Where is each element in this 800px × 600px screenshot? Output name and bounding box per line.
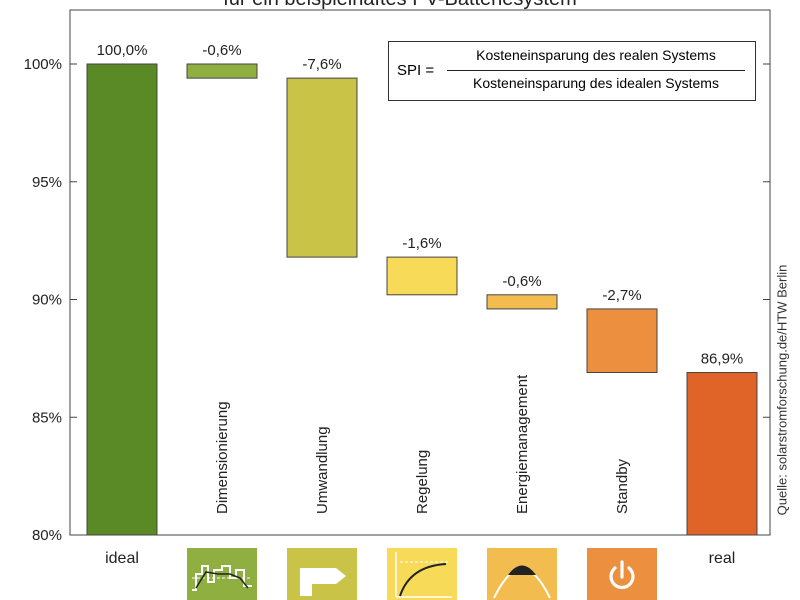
power-standby-icon (587, 548, 657, 600)
icon-background (387, 548, 457, 600)
bar-umwandlung (286, 77, 358, 258)
battery-fill (508, 565, 536, 575)
source-text: Quelle: solarstromforschung.de/HTW Berli… (774, 264, 790, 516)
arrow-shape (300, 568, 346, 596)
y-tick-label: 90% (32, 292, 62, 309)
bar-standby (586, 308, 658, 374)
bar-real (686, 372, 758, 536)
chart-title: für ein beispielhaftes PV-Batteriesystem (0, 0, 800, 11)
value-label: 100,0% (97, 42, 148, 59)
value-label: -1,6% (402, 235, 441, 252)
category-label: ideal (105, 550, 139, 567)
category-label: Energiemanagement (514, 374, 531, 514)
value-label: -0,6% (502, 273, 541, 290)
formula-numerator: Kosteneinsparung des realen Systems (476, 47, 716, 63)
profile-line (192, 565, 252, 591)
y-tick-label: 85% (32, 409, 62, 426)
fraction-line (447, 70, 745, 71)
sizing-profile-icon (187, 548, 257, 600)
bar-dimensionierung (186, 63, 258, 79)
value-label: -7,6% (302, 56, 341, 73)
category-label: Umwandlung (314, 426, 331, 514)
value-label: 86,9% (701, 351, 744, 368)
control-curve-icon (387, 548, 457, 600)
y-tick-label: 100% (24, 56, 62, 73)
bar-energiemanagement (486, 294, 558, 310)
category-label: Regelung (414, 450, 431, 514)
value-label: -0,6% (202, 42, 241, 59)
y-tick-label: 80% (32, 527, 62, 544)
y-tick-label: 95% (32, 174, 62, 191)
category-label: Dimensionierung (214, 401, 231, 514)
value-label: -2,7% (602, 287, 641, 304)
response-curve (399, 563, 447, 597)
category-label: real (709, 550, 736, 567)
energy-management-curve-icon (487, 548, 557, 600)
bar-ideal (86, 63, 158, 536)
power-ring (609, 566, 635, 590)
formula-denominator: Kosteneinsparung des idealen Systems (473, 75, 719, 91)
bar-regelung (386, 256, 458, 296)
category-label: Standby (614, 458, 631, 514)
plot-frame (69, 9, 771, 536)
formula-lhs: SPI = (397, 62, 435, 79)
pv-curve (195, 571, 249, 589)
spi-formula-box: SPI = Kosteneinsparung des realen System… (388, 41, 756, 101)
conversion-arrow-icon (287, 548, 357, 600)
